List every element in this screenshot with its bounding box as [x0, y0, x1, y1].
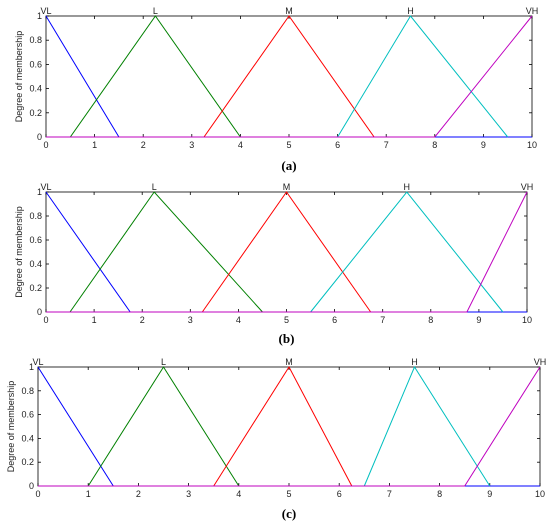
membership-line-h	[337, 15, 509, 138]
y-tick-label: 0.4	[29, 84, 42, 94]
x-tick-label: 3	[188, 315, 193, 325]
y-tick-label: 0.2	[29, 108, 42, 118]
y-axis-label: Degree of membership	[6, 381, 16, 473]
y-tick-label: 1	[29, 362, 34, 372]
x-tick-label: 2	[140, 315, 145, 325]
x-tick-label: 1	[92, 140, 97, 150]
membership-line-m	[213, 366, 353, 487]
x-tick-label: 1	[86, 489, 91, 499]
series-label-h: H	[404, 182, 411, 192]
plot-area-frame	[45, 191, 528, 313]
x-tick-label: 5	[286, 140, 291, 150]
y-axis-label: Degree of membership	[14, 31, 24, 123]
series-label-vh: VH	[521, 182, 534, 192]
x-tick-label: 3	[186, 489, 191, 499]
y-tick-label: 0.8	[29, 211, 42, 221]
x-tick-label: 9	[476, 315, 481, 325]
membership-line-l	[69, 191, 263, 313]
x-tick-label: 0	[43, 315, 48, 325]
series-label-l: L	[152, 182, 157, 192]
y-tick-label: 0.8	[21, 386, 34, 396]
x-tick-label: 6	[332, 315, 337, 325]
x-tick-label: 4	[236, 315, 241, 325]
x-tick-label: 9	[487, 489, 492, 499]
y-tick-label: 0.2	[29, 283, 42, 293]
y-tick-label: 0	[37, 307, 42, 317]
series-label-m: M	[285, 6, 293, 16]
x-tick-label: 0	[35, 489, 40, 499]
series-label-l: L	[153, 6, 158, 16]
series-label-l: L	[161, 357, 166, 367]
x-tick-label: 0	[43, 140, 48, 150]
x-tick-label: 6	[335, 140, 340, 150]
x-tick-label: 3	[189, 140, 194, 150]
x-tick-label: 5	[284, 315, 289, 325]
series-label-m: M	[285, 357, 293, 367]
x-tick-label: 5	[286, 489, 291, 499]
series-label-vl: VL	[40, 182, 51, 192]
y-tick-label: 0.4	[21, 433, 34, 443]
x-tick-label: 7	[384, 140, 389, 150]
y-tick-label: 0.6	[29, 235, 42, 245]
x-tick-label: 9	[481, 140, 486, 150]
series-label-vl: VL	[40, 6, 51, 16]
x-tick-label: 4	[238, 140, 243, 150]
y-tick-label: 0.8	[29, 35, 42, 45]
plot-area-frame	[37, 366, 541, 487]
x-tick-label: 8	[437, 489, 442, 499]
series-label-vh: VH	[526, 6, 539, 16]
x-tick-label: 8	[428, 315, 433, 325]
series-label-h: H	[411, 357, 418, 367]
membership-line-m	[203, 15, 375, 138]
chart-panel-1: 0 1 2 3 4 5 6 7 8 9 10 0 0.2 0.4 0.6 0.8 1 Degree of memb…	[14, 6, 538, 173]
y-tick-label: 0.4	[29, 259, 42, 269]
panel-caption: (a)	[281, 158, 296, 173]
y-axis-label: Degree of membership	[14, 206, 24, 298]
panel-caption: (b)	[279, 331, 295, 346]
y-tick-label: 0.6	[29, 59, 42, 69]
x-tick-label: 8	[432, 140, 437, 150]
x-tick-label: 4	[236, 489, 241, 499]
y-tick-label: 1	[37, 187, 42, 197]
membership-line-h	[310, 191, 504, 313]
x-tick-label: 2	[136, 489, 141, 499]
y-tick-label: 0	[29, 481, 34, 491]
x-tick-label: 7	[387, 489, 392, 499]
x-tick-label: 6	[337, 489, 342, 499]
x-tick-label: 10	[522, 315, 532, 325]
series-label-vl: VL	[32, 357, 43, 367]
chart-panel-3: 0 1 2 3 4 5 6 7 8 9 10 0 0.2 0.4 0.6 0.8 1 Degree of memb…	[6, 357, 546, 521]
y-tick-label: 0	[37, 132, 42, 142]
membership-line-l	[87, 366, 240, 487]
x-tick-label: 7	[380, 315, 385, 325]
chart-panel-2: 0 1 2 3 4 5 6 7 8 9 10 0 0.2 0.4 0.6 0.8 1 Degree of memb…	[14, 182, 533, 346]
x-tick-label: 10	[535, 489, 545, 499]
x-tick-label: 10	[527, 140, 537, 150]
x-tick-label: 2	[141, 140, 146, 150]
membership-line-vh	[46, 15, 533, 138]
membership-line-h	[363, 365, 491, 487]
x-tick-label: 1	[92, 315, 97, 325]
y-tick-label: 0.2	[21, 457, 34, 467]
series-label-m: M	[283, 182, 291, 192]
series-label-h: H	[407, 6, 414, 16]
series-label-vh: VH	[534, 357, 547, 367]
membership-line-vh	[46, 191, 528, 313]
panel-caption: (c)	[282, 506, 296, 521]
y-tick-label: 1	[37, 11, 42, 21]
y-tick-label: 0.6	[21, 410, 34, 420]
membership-line-vh	[38, 366, 541, 487]
membership-line-l	[69, 15, 241, 138]
